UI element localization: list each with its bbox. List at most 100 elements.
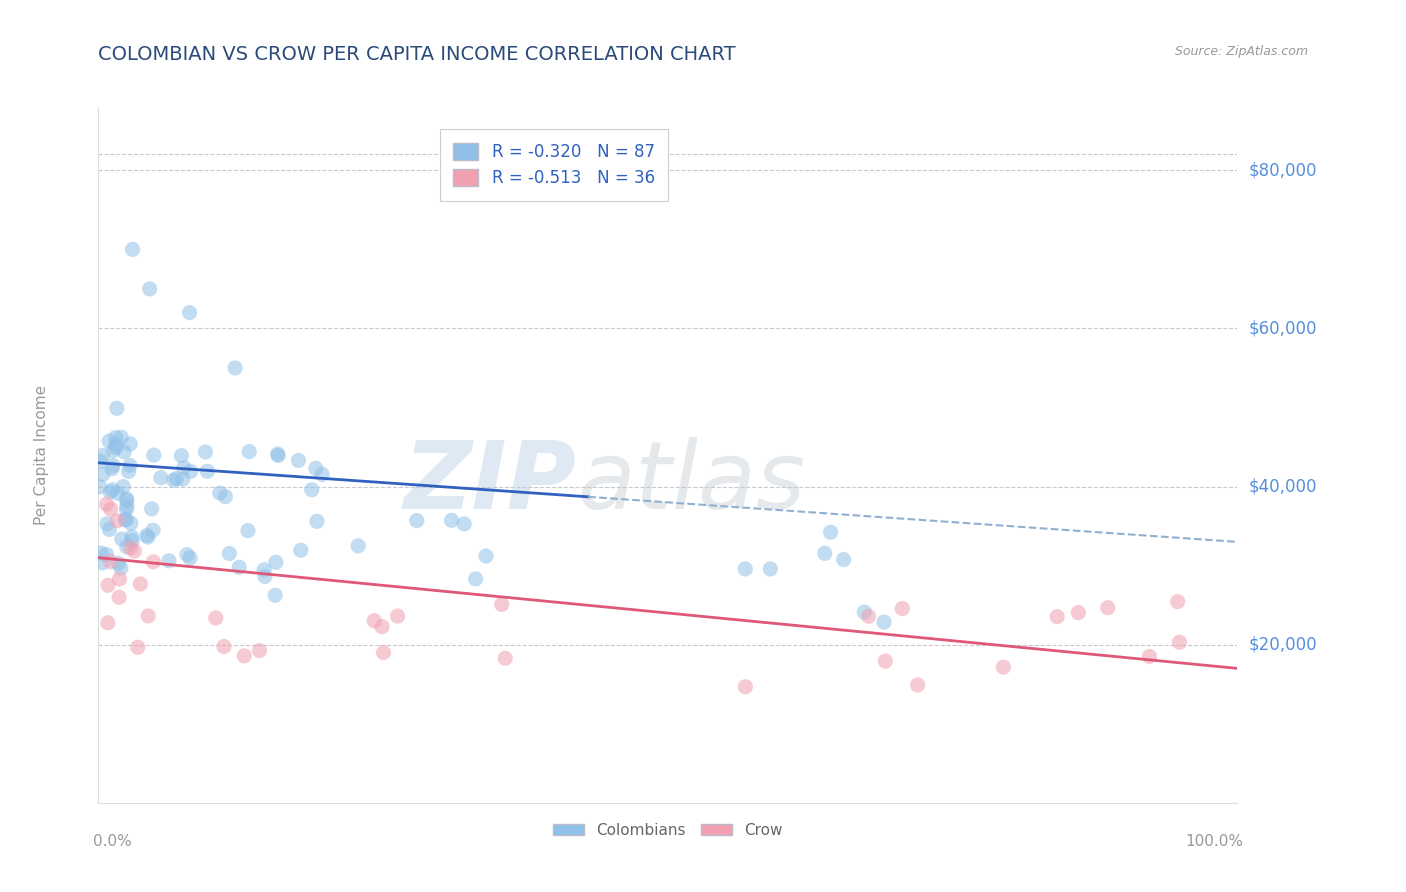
Point bbox=[290, 543, 312, 558]
Point bbox=[136, 609, 159, 624]
Point bbox=[108, 572, 131, 586]
Point bbox=[104, 441, 127, 455]
Point bbox=[91, 449, 114, 463]
Point bbox=[195, 464, 218, 478]
Point bbox=[98, 555, 121, 569]
Point bbox=[124, 544, 146, 558]
Point bbox=[108, 591, 131, 605]
Point bbox=[173, 460, 195, 475]
Point bbox=[734, 680, 756, 694]
Point bbox=[287, 453, 309, 467]
Point bbox=[224, 361, 246, 376]
Point bbox=[1067, 606, 1090, 620]
Point bbox=[120, 437, 142, 451]
Point bbox=[267, 447, 290, 461]
Point bbox=[820, 525, 842, 540]
Point bbox=[112, 480, 135, 494]
Point bbox=[91, 467, 114, 482]
Text: 0.0%: 0.0% bbox=[93, 834, 132, 849]
Point bbox=[253, 563, 276, 577]
Point bbox=[90, 546, 112, 560]
Point bbox=[204, 611, 226, 625]
Point bbox=[853, 605, 876, 619]
Point bbox=[194, 445, 217, 459]
Point bbox=[111, 532, 134, 546]
Point bbox=[89, 480, 111, 494]
Point bbox=[105, 401, 128, 416]
Point bbox=[305, 514, 328, 528]
Point bbox=[1046, 609, 1069, 624]
Point bbox=[305, 461, 328, 475]
Point bbox=[90, 454, 112, 468]
Point bbox=[115, 493, 138, 508]
Point bbox=[1097, 600, 1119, 615]
Legend: Colombians, Crow: Colombians, Crow bbox=[547, 817, 789, 844]
Text: 100.0%: 100.0% bbox=[1185, 834, 1243, 849]
Point bbox=[101, 483, 124, 497]
Point bbox=[214, 490, 236, 504]
Point bbox=[121, 533, 143, 548]
Point bbox=[97, 578, 120, 592]
Point bbox=[873, 615, 896, 629]
Point bbox=[253, 569, 276, 583]
Point bbox=[115, 540, 138, 554]
Point bbox=[115, 513, 138, 527]
Point bbox=[858, 609, 880, 624]
Point bbox=[157, 554, 180, 568]
Text: $40,000: $40,000 bbox=[1249, 477, 1317, 496]
Point bbox=[96, 497, 118, 511]
Text: $20,000: $20,000 bbox=[1249, 636, 1317, 654]
Point bbox=[494, 651, 516, 665]
Point bbox=[114, 513, 136, 527]
Point bbox=[814, 546, 837, 560]
Point bbox=[127, 640, 149, 655]
Point bbox=[993, 660, 1015, 674]
Point bbox=[264, 555, 287, 569]
Point bbox=[142, 523, 165, 537]
Point bbox=[98, 523, 121, 537]
Point bbox=[891, 601, 914, 615]
Point bbox=[118, 458, 141, 473]
Point bbox=[363, 614, 385, 628]
Text: COLOMBIAN VS CROW PER CAPITA INCOME CORRELATION CHART: COLOMBIAN VS CROW PER CAPITA INCOME CORR… bbox=[98, 45, 737, 63]
Point bbox=[120, 516, 142, 530]
Point bbox=[405, 514, 427, 528]
Text: atlas: atlas bbox=[576, 437, 806, 528]
Point bbox=[138, 282, 160, 296]
Point bbox=[162, 473, 184, 487]
Point bbox=[112, 445, 135, 459]
Point bbox=[236, 524, 259, 538]
Point bbox=[115, 491, 138, 506]
Point bbox=[832, 552, 855, 566]
Point bbox=[101, 461, 124, 475]
Point bbox=[464, 572, 486, 586]
Point bbox=[267, 449, 290, 463]
Point bbox=[440, 513, 463, 527]
Point bbox=[170, 449, 193, 463]
Point bbox=[121, 243, 143, 257]
Point bbox=[110, 561, 132, 575]
Point bbox=[100, 502, 122, 516]
Point bbox=[233, 648, 256, 663]
Point bbox=[96, 548, 118, 562]
Point bbox=[107, 557, 129, 571]
Text: $80,000: $80,000 bbox=[1249, 161, 1317, 179]
Point bbox=[179, 464, 201, 478]
Point bbox=[120, 541, 142, 555]
Point bbox=[1139, 649, 1161, 664]
Point bbox=[179, 305, 201, 319]
Point bbox=[141, 501, 163, 516]
Point bbox=[98, 434, 121, 448]
Point bbox=[907, 678, 929, 692]
Point bbox=[1167, 595, 1189, 609]
Point bbox=[208, 486, 231, 500]
Point bbox=[104, 431, 127, 445]
Point bbox=[136, 528, 159, 542]
Point bbox=[311, 467, 333, 482]
Point bbox=[142, 448, 165, 462]
Point bbox=[98, 485, 121, 500]
Point bbox=[107, 486, 129, 500]
Point bbox=[1168, 635, 1191, 649]
Point bbox=[115, 502, 138, 516]
Text: Per Capita Income: Per Capita Income bbox=[34, 384, 49, 525]
